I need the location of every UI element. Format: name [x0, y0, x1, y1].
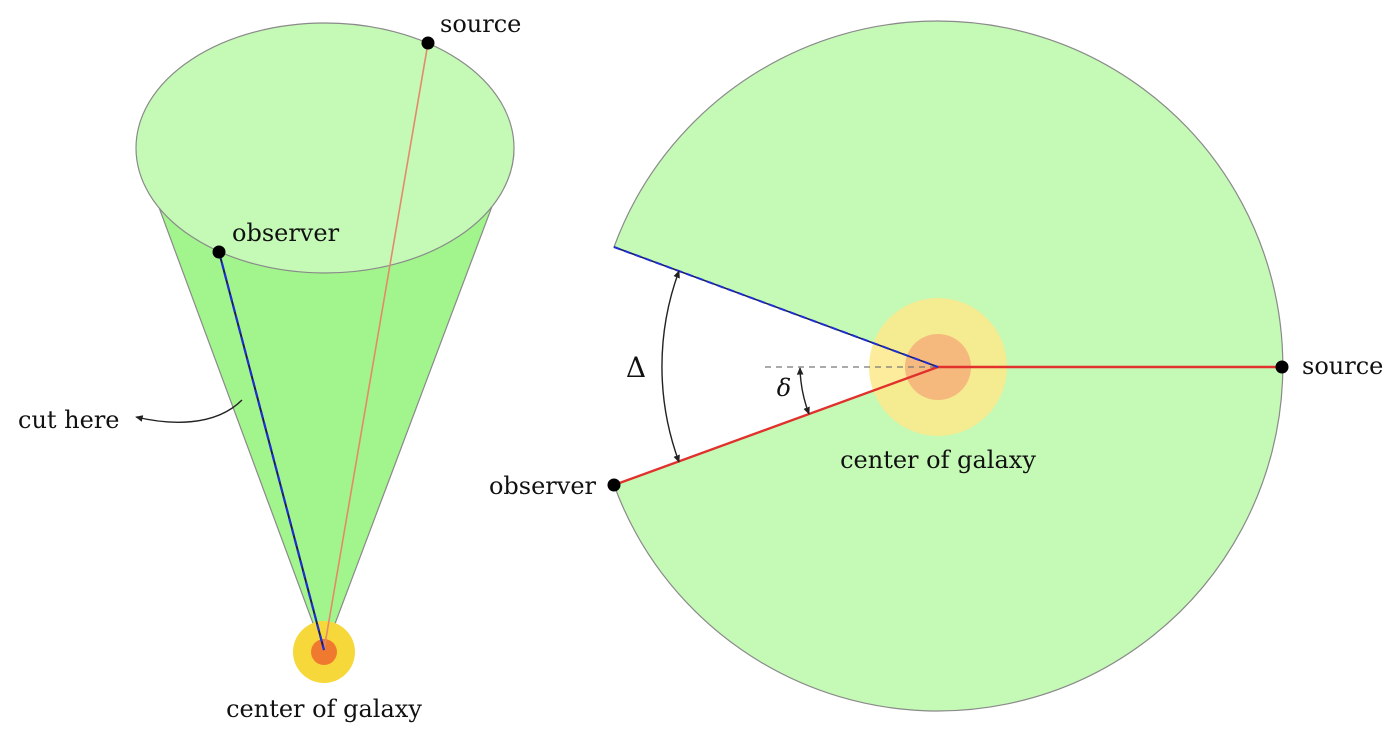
source-point [421, 36, 435, 50]
line-to-observer [613, 365, 939, 487]
source-point-right [1275, 360, 1289, 374]
small-delta-arc [796, 367, 810, 415]
label-center-left: center of galaxy [226, 695, 422, 723]
cut-edge [613, 246, 939, 368]
label-source-left: source [440, 10, 521, 38]
label-delta-small: δ [777, 374, 791, 402]
galaxy-core-inner [311, 639, 337, 665]
label-cut-here: cut here [18, 406, 120, 434]
cut-here-arrow [135, 399, 243, 423]
label-source-right: source [1302, 352, 1383, 380]
cone-opening [135, 22, 515, 274]
unrolled-disk-diagram: source observer center of galaxy Δ δ [489, 20, 1383, 712]
delta-angle-arc [661, 270, 680, 463]
label-delta-big: Δ [626, 351, 646, 384]
observer-point [212, 245, 226, 259]
cone-diagram: source observer cut here center of galax… [18, 10, 521, 723]
cut-line [217, 251, 326, 651]
observer-point-right [607, 478, 621, 492]
label-observer-right: observer [489, 472, 597, 500]
label-center-right: center of galaxy [840, 446, 1036, 474]
line-to-source [323, 42, 429, 651]
label-observer-left: observer [232, 219, 340, 247]
